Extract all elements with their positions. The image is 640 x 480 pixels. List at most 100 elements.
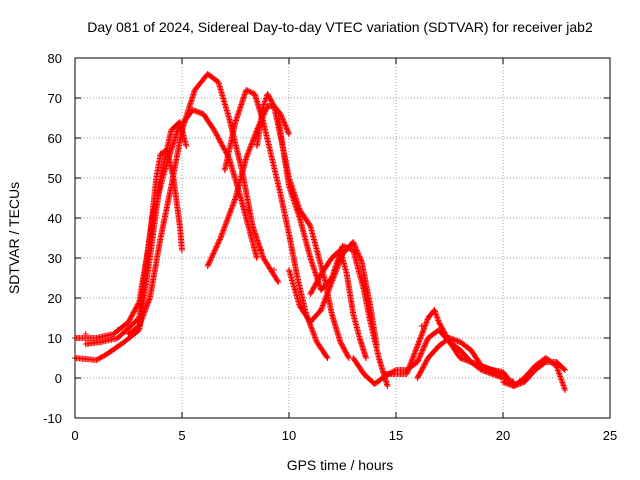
data-point — [351, 241, 358, 248]
data-point — [338, 341, 345, 348]
data-point — [209, 251, 216, 258]
data-point — [207, 257, 214, 264]
data-point — [278, 113, 285, 120]
data-point — [423, 337, 430, 344]
data-point — [441, 329, 448, 336]
data-point — [285, 129, 292, 136]
data-point — [126, 317, 133, 324]
data-layer — [72, 71, 569, 393]
y-tick-label: 10 — [48, 331, 62, 346]
data-point — [281, 119, 288, 126]
data-point — [308, 288, 315, 295]
data-point — [316, 273, 323, 280]
data-point — [281, 121, 288, 127]
x-tick-label: 15 — [389, 428, 403, 443]
data-point — [418, 350, 425, 357]
data-point — [343, 351, 350, 357]
data-point — [309, 287, 316, 293]
data-point — [358, 257, 365, 264]
tick-layer: 0 5 10 15 20 25 -10 0 10 20 30 40 50 60 70 80 — [43, 51, 617, 443]
data-point — [342, 348, 349, 355]
data-point — [418, 349, 425, 356]
y-tick-label: 40 — [48, 211, 62, 226]
data-point — [205, 261, 212, 268]
data-point — [286, 131, 292, 137]
data-point — [282, 123, 289, 130]
data-point — [270, 101, 277, 108]
data-point — [248, 89, 255, 96]
data-point — [268, 99, 275, 105]
data-point — [414, 359, 421, 365]
y-tick-label: 20 — [48, 291, 62, 306]
data-point — [440, 327, 447, 333]
data-point — [352, 243, 359, 250]
data-point — [207, 256, 214, 262]
data-point — [213, 243, 220, 250]
data-point — [247, 89, 254, 95]
plot-frame — [74, 57, 611, 419]
data-point — [204, 263, 211, 269]
data-point — [344, 352, 351, 359]
data-point — [415, 356, 422, 363]
data-point — [274, 277, 281, 284]
data-point — [350, 239, 357, 245]
data-point — [356, 254, 363, 261]
data-point — [363, 355, 370, 361]
data-point — [315, 275, 322, 281]
data-point — [306, 221, 313, 228]
data-point — [337, 339, 344, 345]
data-point — [315, 276, 322, 283]
data-point — [442, 331, 449, 337]
data-point — [422, 359, 429, 365]
data-point — [307, 291, 314, 297]
data-point — [354, 249, 361, 255]
data-point — [324, 355, 331, 361]
data-point — [440, 328, 447, 335]
data-point — [310, 285, 317, 292]
data-point — [422, 360, 429, 367]
data-point — [338, 340, 345, 347]
data-point — [423, 339, 430, 346]
data-point — [435, 319, 442, 325]
chart-title: Day 081 of 2024, Sidereal Day-to-day VTE… — [87, 19, 593, 35]
series-sat-i — [286, 239, 380, 349]
data-point — [419, 347, 426, 354]
data-point — [183, 143, 190, 149]
data-point — [345, 353, 352, 360]
x-tick-label: 20 — [496, 428, 510, 443]
data-point — [206, 258, 213, 265]
data-point — [131, 308, 138, 315]
x-tick-label: 25 — [603, 428, 617, 443]
y-tick-label: 70 — [48, 91, 62, 106]
data-point — [216, 237, 223, 244]
y-axis-label: SDTVAR / TECUs — [6, 182, 22, 294]
data-point — [310, 284, 317, 291]
data-point — [415, 373, 422, 380]
data-point — [356, 253, 363, 260]
x-axis-label: GPS time / hours — [287, 457, 394, 473]
data-point — [323, 353, 330, 360]
data-point — [214, 240, 221, 247]
data-point — [128, 313, 135, 320]
data-point — [211, 249, 218, 255]
data-point — [269, 100, 276, 107]
data-point — [253, 255, 260, 261]
data-point — [282, 122, 289, 129]
data-point — [340, 344, 347, 351]
data-point — [373, 343, 380, 349]
y-tick-label: 30 — [48, 251, 62, 266]
data-point — [420, 346, 427, 353]
data-point — [414, 375, 421, 381]
data-point — [284, 128, 291, 135]
data-point — [243, 87, 250, 93]
data-point — [417, 351, 424, 358]
data-point — [417, 369, 424, 376]
data-point — [420, 363, 427, 369]
data-point — [131, 307, 138, 313]
data-point — [215, 239, 222, 246]
series-sat-j — [307, 247, 370, 361]
data-point — [353, 247, 360, 254]
y-tick-label: 50 — [48, 171, 62, 186]
data-point — [420, 344, 427, 351]
